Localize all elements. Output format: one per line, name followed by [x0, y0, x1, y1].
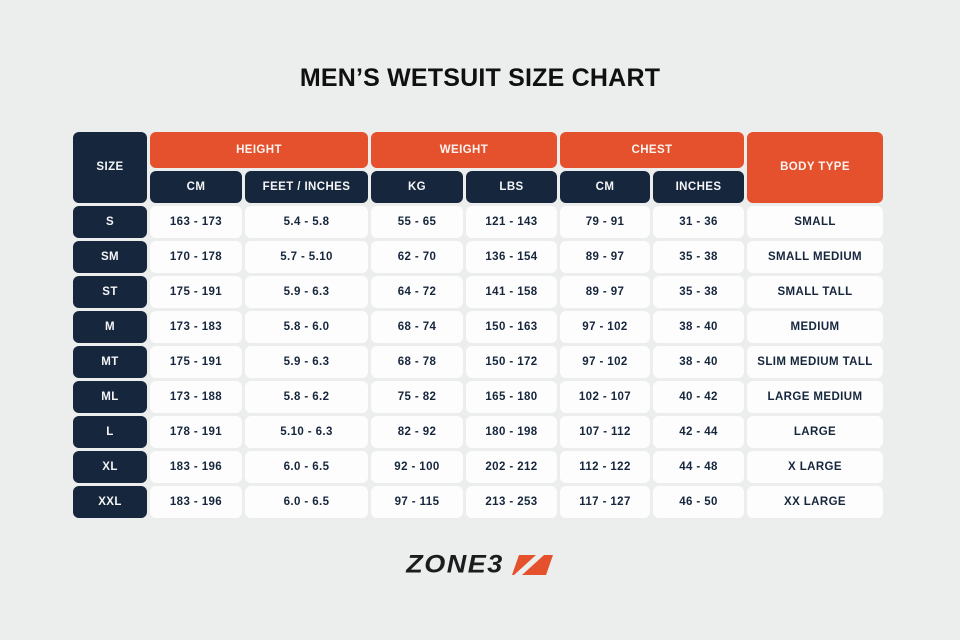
weight-kg-subheader: KG [371, 171, 463, 203]
height-ftin-value: 5.4 - 5.8 [245, 206, 368, 238]
wetsuit-size-table: SIZE HEIGHT WEIGHT CHEST BODY TYPE CM FE… [73, 132, 883, 518]
weight-kg-value: 75 - 82 [371, 381, 463, 413]
chest-in-value: 35 - 38 [653, 241, 744, 273]
size-label: XXL [73, 486, 147, 518]
body-type-value: X LARGE [747, 451, 883, 483]
height-cm-value: 173 - 183 [150, 311, 242, 343]
weight-lbs-value: 136 - 154 [466, 241, 557, 273]
chest-in-value: 46 - 50 [653, 486, 744, 518]
size-column-header: SIZE [73, 132, 147, 203]
weight-lbs-subheader: LBS [466, 171, 557, 203]
height-feet-inches-subheader: FEET / INCHES [245, 171, 368, 203]
height-ftin-value: 5.8 - 6.0 [245, 311, 368, 343]
body-type-value: MEDIUM [747, 311, 883, 343]
size-label: MT [73, 346, 147, 378]
weight-kg-value: 68 - 74 [371, 311, 463, 343]
page-title: MEN’S WETSUIT SIZE CHART [299, 64, 661, 92]
height-ftin-value: 5.10 - 6.3 [245, 416, 368, 448]
size-label: S [73, 206, 147, 238]
chest-cm-value: 97 - 102 [560, 346, 650, 378]
weight-kg-value: 82 - 92 [371, 416, 463, 448]
size-label: M [73, 311, 147, 343]
height-cm-value: 183 - 196 [150, 451, 242, 483]
height-group-header: HEIGHT [150, 132, 368, 168]
zone3-logo-text: ZONE3 [406, 550, 504, 578]
weight-kg-value: 55 - 65 [371, 206, 463, 238]
height-ftin-value: 5.7 - 5.10 [245, 241, 368, 273]
chest-cm-value: 102 - 107 [560, 381, 650, 413]
chest-in-value: 35 - 38 [653, 276, 744, 308]
chest-cm-value: 79 - 91 [560, 206, 650, 238]
weight-kg-value: 64 - 72 [371, 276, 463, 308]
chest-in-value: 38 - 40 [653, 311, 744, 343]
zone3-logo-flag-icon [511, 554, 553, 575]
height-cm-value: 183 - 196 [150, 486, 242, 518]
height-cm-value: 173 - 188 [150, 381, 242, 413]
body-type-value: LARGE MEDIUM [747, 381, 883, 413]
height-ftin-value: 5.9 - 6.3 [245, 276, 368, 308]
height-ftin-value: 5.8 - 6.2 [245, 381, 368, 413]
body-type-value: SMALL [747, 206, 883, 238]
weight-kg-value: 68 - 78 [371, 346, 463, 378]
chest-in-value: 44 - 48 [653, 451, 744, 483]
height-cm-value: 178 - 191 [150, 416, 242, 448]
weight-lbs-value: 141 - 158 [466, 276, 557, 308]
chest-in-value: 40 - 42 [653, 381, 744, 413]
chest-in-value: 38 - 40 [653, 346, 744, 378]
height-ftin-value: 5.9 - 6.3 [245, 346, 368, 378]
height-cm-subheader: CM [150, 171, 242, 203]
weight-lbs-value: 180 - 198 [466, 416, 557, 448]
body-type-value: LARGE [747, 416, 883, 448]
height-cm-value: 163 - 173 [150, 206, 242, 238]
weight-lbs-value: 121 - 143 [466, 206, 557, 238]
chest-group-header: CHEST [560, 132, 744, 168]
weight-kg-value: 97 - 115 [371, 486, 463, 518]
weight-kg-value: 62 - 70 [371, 241, 463, 273]
chest-cm-value: 89 - 97 [560, 241, 650, 273]
size-label: ST [73, 276, 147, 308]
chest-in-value: 42 - 44 [653, 416, 744, 448]
chest-cm-subheader: CM [560, 171, 650, 203]
chest-inches-subheader: INCHES [653, 171, 744, 203]
zone3-logo: ZONE3 [0, 549, 960, 580]
size-label: XL [73, 451, 147, 483]
weight-group-header: WEIGHT [371, 132, 557, 168]
weight-kg-value: 92 - 100 [371, 451, 463, 483]
body-type-value: SLIM MEDIUM TALL [747, 346, 883, 378]
body-type-column-header: BODY TYPE [747, 132, 883, 203]
weight-lbs-value: 202 - 212 [466, 451, 557, 483]
height-cm-value: 175 - 191 [150, 346, 242, 378]
size-label: ML [73, 381, 147, 413]
weight-lbs-value: 150 - 172 [466, 346, 557, 378]
weight-lbs-value: 213 - 253 [466, 486, 557, 518]
chest-in-value: 31 - 36 [653, 206, 744, 238]
chest-cm-value: 112 - 122 [560, 451, 650, 483]
weight-lbs-value: 165 - 180 [466, 381, 557, 413]
chest-cm-value: 107 - 112 [560, 416, 650, 448]
height-cm-value: 170 - 178 [150, 241, 242, 273]
size-label: L [73, 416, 147, 448]
size-label: SM [73, 241, 147, 273]
chest-cm-value: 97 - 102 [560, 311, 650, 343]
chest-cm-value: 89 - 97 [560, 276, 650, 308]
body-type-value: XX LARGE [747, 486, 883, 518]
height-cm-value: 175 - 191 [150, 276, 242, 308]
height-ftin-value: 6.0 - 6.5 [245, 451, 368, 483]
chest-cm-value: 117 - 127 [560, 486, 650, 518]
body-type-value: SMALL TALL [747, 276, 883, 308]
weight-lbs-value: 150 - 163 [466, 311, 557, 343]
height-ftin-value: 6.0 - 6.5 [245, 486, 368, 518]
body-type-value: SMALL MEDIUM [747, 241, 883, 273]
